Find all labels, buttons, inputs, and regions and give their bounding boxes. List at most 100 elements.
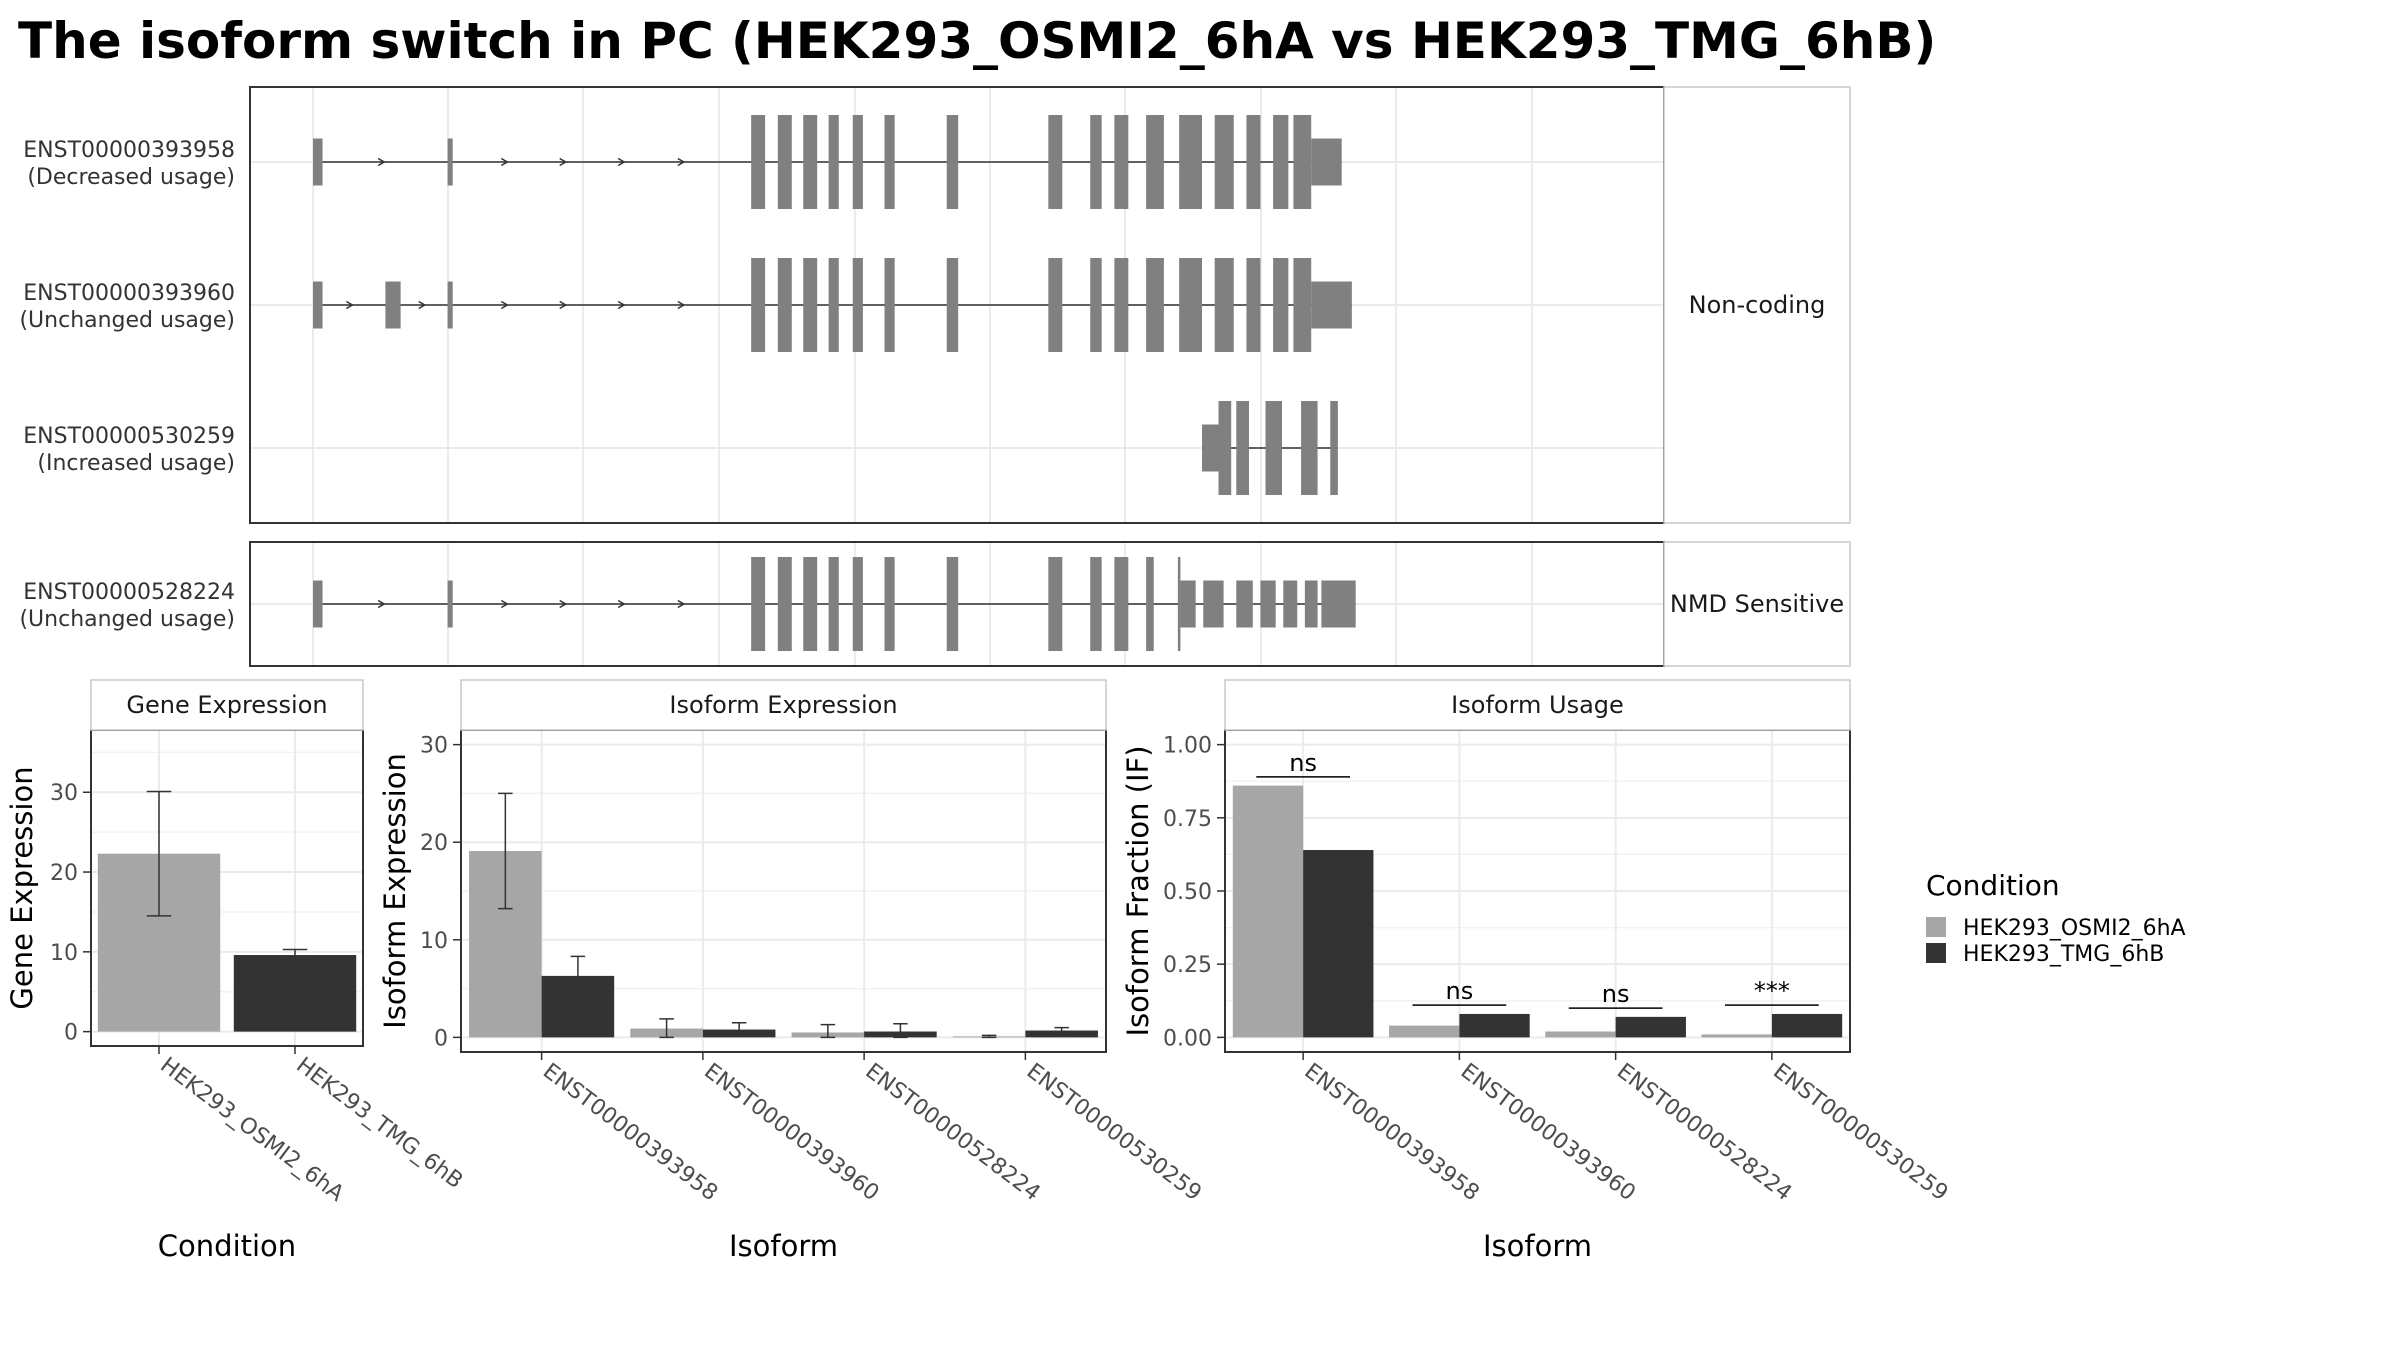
error-bar [146, 790, 172, 917]
exon [313, 580, 323, 628]
strand-arrow-icon [559, 599, 568, 609]
x-tick-label: ENST00000530259 [1022, 1059, 1206, 1206]
legend-key-cond1 [1926, 917, 1946, 937]
structure-facet-strip [1663, 541, 1851, 667]
x-tick-label: ENST00000530259 [1768, 1059, 1952, 1206]
figure-title: The isoform switch in PC (HEK293_OSMI2_6… [18, 12, 1936, 70]
exon [1330, 401, 1338, 495]
exon [1293, 258, 1312, 352]
error-bar [893, 1022, 908, 1039]
error-bar [659, 1018, 674, 1039]
strand-arrow-icon [377, 599, 386, 609]
exon [1114, 258, 1129, 352]
error-bar [731, 1021, 747, 1037]
bar-enst00000530259-hek293-tmg-6hb [1771, 1013, 1843, 1038]
y-tick-label: 10 [50, 941, 78, 966]
exon [777, 258, 792, 352]
exon [1048, 115, 1063, 209]
facet-strip [1224, 679, 1851, 731]
x-tick-label: ENST00000393960 [699, 1059, 883, 1206]
exon [803, 258, 818, 352]
exon [1311, 281, 1352, 329]
legend: Condition HEK293_OSMI2_6hA HEK293_TMG_6h… [1926, 869, 2186, 967]
exon [946, 557, 959, 651]
exon [1236, 580, 1253, 628]
exon [385, 281, 401, 329]
x-tick-label: ENST00000528224 [861, 1059, 1045, 1206]
significance-label: ns [1446, 977, 1474, 1005]
exon [1283, 580, 1298, 628]
exon [946, 115, 959, 209]
strand-arrow-icon [559, 300, 568, 310]
strand-arrow-icon [345, 300, 354, 310]
y-tick-label: 0.25 [1163, 953, 1212, 978]
legend-label-cond1: HEK293_OSMI2_6hA [1963, 916, 2186, 941]
strand-arrow-icon [677, 599, 686, 609]
x-tick-label: ENST00000528224 [1612, 1059, 1796, 1206]
y-axis-title: Gene Expression [5, 766, 39, 1009]
exon [447, 281, 453, 329]
bar-enst00000393960-hek293-tmg-6hb [1459, 1013, 1530, 1038]
significance-label: *** [1754, 977, 1790, 1005]
exon [1177, 557, 1181, 651]
exon [1236, 401, 1249, 495]
strand-arrow-icon [677, 157, 686, 167]
exon [1114, 115, 1129, 209]
exon [1202, 424, 1219, 472]
strand-arrow-icon [677, 300, 686, 310]
x-tick-label: ENST00000393960 [1456, 1059, 1640, 1206]
y-axis-title: Isoform Expression [378, 753, 412, 1029]
bar-enst00000528224-hek293-osmi2-6ha [1545, 1031, 1616, 1038]
chart-isoform-expression: Isoform Expression 0 10 20 30 ENST00000393958… [378, 679, 1206, 1263]
exon [1179, 115, 1202, 209]
bar-enst00000393958-hek293-osmi2-6ha [1232, 785, 1304, 1038]
exon [1246, 115, 1261, 209]
y-tick-label: 0.50 [1163, 880, 1212, 905]
exon [1180, 580, 1196, 628]
structure-facet-label: Non-coding [1689, 291, 1826, 319]
exon [1146, 557, 1154, 651]
transcript-id-label: ENST00000530259 [23, 424, 235, 449]
facet-strip [460, 679, 1107, 731]
exon [751, 258, 766, 352]
exon [777, 557, 792, 651]
error-bar [981, 1034, 997, 1039]
exon [1114, 557, 1129, 651]
exon [884, 258, 895, 352]
bar-enst00000528224-hek293-tmg-6hb [1615, 1016, 1686, 1038]
y-tick-label: 1.00 [1163, 734, 1212, 759]
exon [751, 557, 766, 651]
transcript-id-label: ENST00000528224 [23, 580, 235, 605]
legend-key-cond2 [1926, 943, 1946, 963]
facet-strip-label: Isoform Expression [669, 691, 897, 719]
exon [803, 557, 818, 651]
exon [1179, 258, 1202, 352]
exon [828, 557, 839, 651]
y-tick-label: 30 [420, 734, 448, 759]
exon [1090, 557, 1102, 651]
legend-title: Condition [1926, 869, 2060, 902]
exon [884, 115, 895, 209]
transcript-id-label: ENST00000393958 [23, 138, 235, 163]
error-bar [820, 1023, 836, 1039]
y-tick-label: 30 [50, 781, 78, 806]
exon [1321, 580, 1356, 628]
bar-enst00000530259-hek293-osmi2-6ha [1701, 1034, 1772, 1038]
exon [1246, 258, 1261, 352]
transcript-usage-label: (Increased usage) [37, 451, 235, 476]
gene-structure-panel: ENST00000393958(Decreased usage) ENST0000… [19, 86, 1851, 667]
y-tick-label: 0.75 [1163, 807, 1212, 832]
error-bar [282, 948, 308, 961]
significance-label: ns [1289, 749, 1317, 777]
error-bar [1054, 1026, 1069, 1035]
exon [803, 115, 818, 209]
exon [1090, 115, 1102, 209]
bar-hek293-tmg-6hb [233, 955, 357, 1032]
exon [884, 557, 895, 651]
strand-arrow-icon [377, 157, 386, 167]
exon [447, 138, 453, 186]
significance-label: ns [1602, 980, 1630, 1008]
y-tick-label: 20 [50, 861, 78, 886]
y-tick-label: 20 [420, 831, 448, 856]
